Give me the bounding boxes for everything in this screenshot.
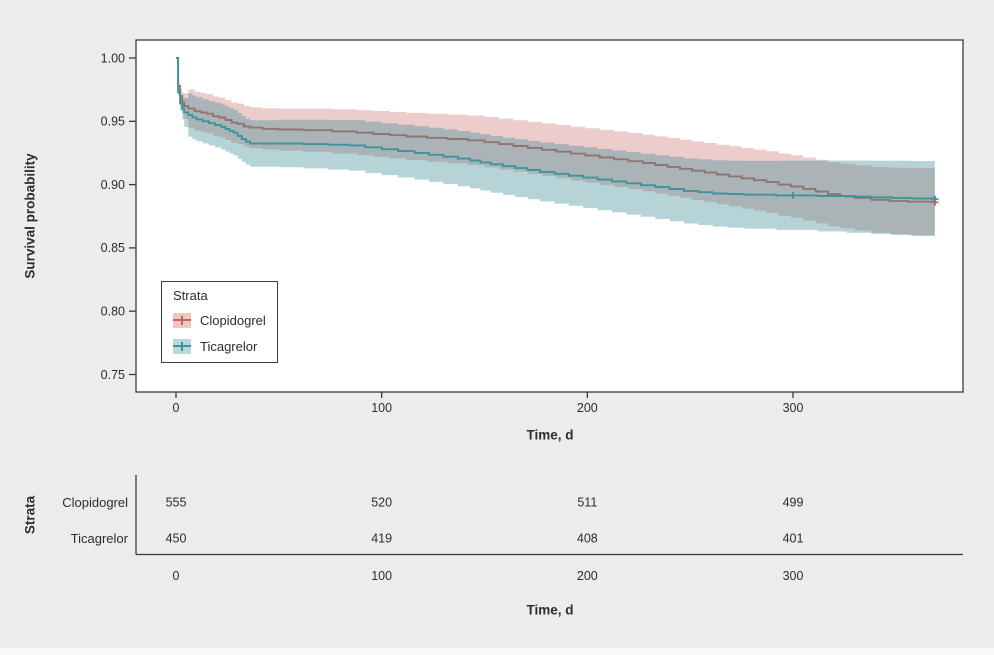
legend-entry-clopidogrel: Clopidogrel — [173, 307, 277, 333]
svg-text:0: 0 — [173, 401, 180, 415]
svg-text:1.00: 1.00 — [101, 51, 125, 65]
svg-text:499: 499 — [783, 496, 804, 510]
survival-line-clopidogrel — [176, 57, 936, 203]
svg-text:555: 555 — [166, 496, 187, 510]
censor-marks-ticagrelor — [789, 191, 939, 203]
survival-line-ticagrelor — [176, 57, 936, 200]
svg-text:419: 419 — [371, 532, 392, 546]
svg-text:300: 300 — [783, 401, 804, 415]
svg-text:0.75: 0.75 — [101, 368, 125, 382]
svg-text:300: 300 — [783, 569, 804, 583]
series-clopidogrel — [176, 57, 936, 237]
svg-text:520: 520 — [371, 496, 392, 510]
ticagrelor-swatch-icon — [173, 338, 191, 354]
svg-text:401: 401 — [783, 532, 804, 546]
svg-text:450: 450 — [166, 532, 187, 546]
legend-title: Strata — [173, 288, 208, 303]
svg-text:100: 100 — [371, 569, 392, 583]
confidence-band-clopidogrel — [176, 58, 935, 237]
svg-text:100: 100 — [371, 401, 392, 415]
svg-text:0.95: 0.95 — [101, 115, 125, 129]
svg-text:408: 408 — [577, 532, 598, 546]
x-axis-ticks: 0 100 200 300 — [173, 392, 804, 415]
clopidogrel-swatch-icon — [173, 312, 191, 328]
svg-text:0.90: 0.90 — [101, 178, 125, 192]
svg-text:200: 200 — [577, 401, 598, 415]
svg-text:0: 0 — [173, 569, 180, 583]
y-axis-title: Survival probability — [22, 153, 38, 279]
risk-table-x-axis-title: Time, d — [526, 602, 574, 618]
x-axis-title: Time, d — [526, 427, 574, 443]
risk-row-label-ticagrelor: Ticagrelor — [70, 531, 128, 546]
svg-text:0.85: 0.85 — [101, 241, 125, 255]
y-axis-ticks: 1.00 0.95 0.90 0.85 0.80 0.75 — [101, 51, 136, 382]
legend-label-ticagrelor: Ticagrelor — [200, 338, 258, 354]
legend-entry-ticagrelor: Ticagrelor — [173, 333, 277, 359]
legend: Strata Clopidogrel Ticagrelor — [161, 281, 278, 363]
svg-text:511: 511 — [577, 496, 597, 510]
bottom-strip — [0, 648, 994, 655]
svg-text:200: 200 — [577, 569, 598, 583]
risk-table: 555 520 511 499 450 419 408 401 0 100 200 300 — [135, 475, 963, 583]
risk-row-label-clopidogrel: Clopidogrel — [62, 495, 128, 510]
svg-text:0.80: 0.80 — [101, 305, 125, 319]
confidence-band-ticagrelor — [176, 58, 935, 238]
legend-label-clopidogrel: Clopidogrel — [200, 312, 266, 328]
series-ticagrelor — [176, 57, 936, 238]
